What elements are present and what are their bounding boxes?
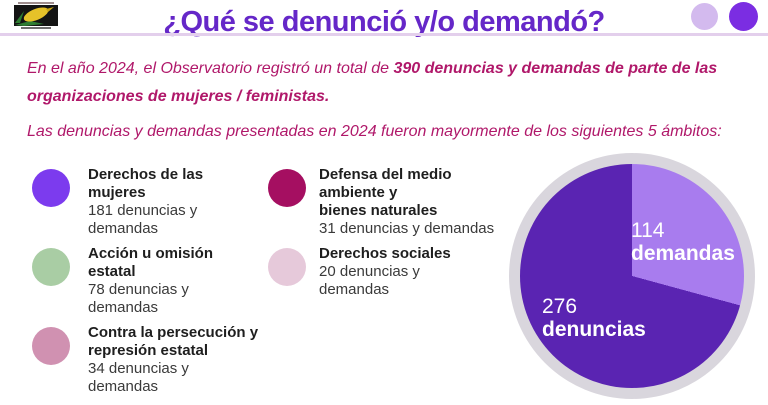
pie-label-demandas: 114 demandas — [631, 219, 735, 265]
legend-text: Derechos sociales 20 denuncias y demanda… — [319, 245, 451, 298]
legend-text: Derechos de las mujeres 181 denuncias y … — [88, 166, 204, 237]
pie-slice-label: demandas — [631, 242, 735, 265]
legend-item-derechos-sociales: Derechos sociales 20 denuncias y demanda… — [268, 245, 508, 299]
legend-item-derechos-mujeres: Derechos de las mujeres 181 denuncias y … — [32, 166, 262, 238]
legend-text: Defensa del medio ambiente y bienes natu… — [319, 166, 495, 237]
intro-normal-text: En el año 2024, el Observatorio registró… — [27, 60, 394, 77]
header-divider — [0, 33, 768, 36]
pie-chart — [520, 164, 744, 388]
organization-logo corn-icon — [10, 1, 62, 32]
pie-value: 276 — [542, 295, 578, 318]
pie-label-denuncias: 276 denuncias — [542, 295, 646, 341]
legend-text: Contra la persecución y represión estata… — [88, 324, 259, 395]
intro-second-paragraph: Las denuncias y demandas presentadas en … — [27, 123, 722, 140]
legend-item-persecucion: Contra la persecución y represión estata… — [32, 324, 262, 396]
legend-dot — [268, 169, 306, 207]
legend-dot — [32, 169, 70, 207]
legend-dot — [268, 248, 306, 286]
pie-value: 114 — [631, 219, 665, 242]
intro-paragraph: En el año 2024, el Observatorio registró… — [27, 55, 747, 111]
deco-circle-dark — [729, 2, 758, 31]
intro-bold-text: 390 denuncias y demandas de parte de las… — [27, 60, 718, 105]
legend-item-medio-ambiente: Defensa del medio ambiente y bienes natu… — [268, 166, 508, 238]
deco-circle-light — [691, 3, 718, 30]
pie-chart-ring: 114 demandas 276 denuncias — [509, 153, 755, 399]
pie-slice-label: denuncias — [542, 318, 646, 341]
legend-item-accion-omision: Acción u omisión estatal 78 denuncias y … — [32, 245, 262, 317]
legend-dot — [32, 327, 70, 365]
legend-column-2: Defensa del medio ambiente y bienes natu… — [268, 166, 508, 306]
page-title: ¿Qué se denunció y/o demandó? — [163, 6, 605, 38]
legend-dot — [32, 248, 70, 286]
legend-text: Acción u omisión estatal 78 denuncias y … — [88, 245, 214, 316]
legend-column-1: Derechos de las mujeres 181 denuncias y … — [32, 166, 262, 403]
